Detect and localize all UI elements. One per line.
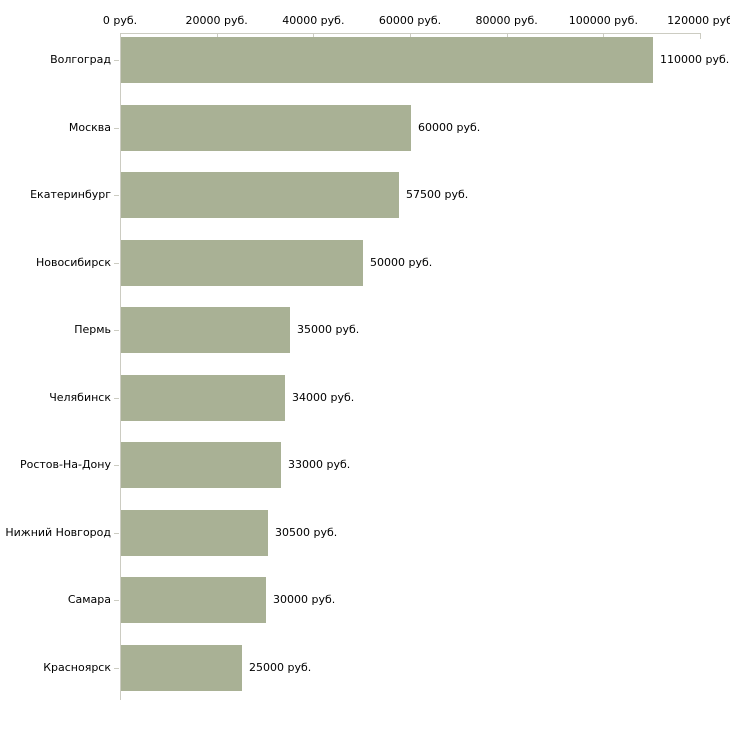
category-label: Самара bbox=[67, 593, 111, 606]
category-label: Ростов-На-Дону bbox=[19, 458, 111, 471]
bar bbox=[121, 307, 290, 353]
bar bbox=[121, 37, 653, 83]
y-axis-tick-mark bbox=[114, 600, 119, 601]
value-label: 34000 руб. bbox=[292, 391, 355, 404]
x-axis-line bbox=[120, 33, 701, 34]
bar bbox=[121, 510, 268, 556]
x-axis-tick-label: 40000 руб. bbox=[282, 14, 345, 27]
bar bbox=[121, 172, 399, 218]
y-axis-line bbox=[120, 33, 121, 700]
category-label: Челябинск bbox=[49, 391, 111, 404]
x-axis-tick-mark bbox=[313, 34, 314, 39]
x-axis-tick-mark bbox=[217, 34, 218, 39]
x-axis-tick-mark bbox=[507, 34, 508, 39]
x-axis-tick-label: 0 руб. bbox=[102, 14, 138, 27]
bar bbox=[121, 240, 363, 286]
value-label: 60000 руб. bbox=[418, 121, 481, 134]
y-axis-tick-mark bbox=[114, 330, 119, 331]
bar bbox=[121, 442, 281, 488]
category-label: Москва bbox=[68, 121, 111, 134]
value-label: 30500 руб. bbox=[275, 526, 338, 539]
value-label: 35000 руб. bbox=[297, 323, 360, 336]
bar bbox=[121, 645, 242, 691]
category-label: Волгоград bbox=[50, 53, 111, 66]
category-label: Красноярск bbox=[43, 661, 111, 674]
bar bbox=[121, 577, 266, 623]
value-label: 110000 руб. bbox=[660, 53, 730, 66]
y-axis-tick-mark bbox=[114, 668, 119, 669]
x-axis-tick-label: 120000 руб bbox=[667, 14, 730, 27]
bar bbox=[121, 375, 285, 421]
bar bbox=[121, 105, 411, 151]
y-axis-tick-mark bbox=[114, 60, 119, 61]
y-axis-tick-mark bbox=[114, 263, 119, 264]
x-axis-tick-mark bbox=[603, 34, 604, 39]
x-axis-tick-mark bbox=[410, 34, 411, 39]
y-axis-tick-mark bbox=[114, 195, 119, 196]
value-label: 57500 руб. bbox=[406, 188, 469, 201]
x-axis-tick-label: 60000 руб. bbox=[378, 14, 442, 27]
y-axis-tick-mark bbox=[114, 533, 119, 534]
category-label: Пермь bbox=[74, 323, 111, 336]
value-label: 25000 руб. bbox=[249, 661, 312, 674]
category-label: Екатеринбург bbox=[30, 188, 111, 201]
y-axis-tick-mark bbox=[114, 465, 119, 466]
x-axis-tick-mark bbox=[700, 34, 701, 39]
value-label: 50000 руб. bbox=[370, 256, 433, 269]
y-axis-tick-mark bbox=[114, 398, 119, 399]
category-label: Новосибирск bbox=[35, 256, 111, 269]
value-label: 33000 руб. bbox=[288, 458, 351, 471]
x-axis-tick-label: 20000 руб. bbox=[185, 14, 248, 27]
x-axis-tick-label: 100000 руб. bbox=[568, 14, 638, 27]
value-label: 30000 руб. bbox=[273, 593, 336, 606]
y-axis-tick-mark bbox=[114, 128, 119, 129]
x-axis-tick-label: 80000 руб. bbox=[475, 14, 538, 27]
category-label: Нижний Новгород bbox=[5, 526, 111, 539]
